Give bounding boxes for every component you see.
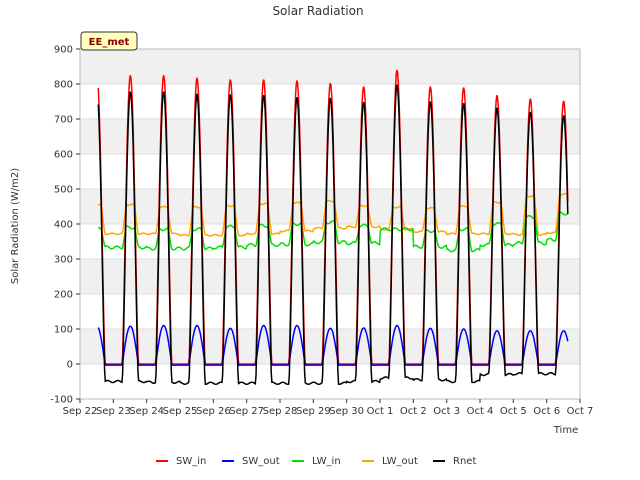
series-layer	[97, 69, 569, 386]
x-tick-label: Sep 25	[163, 406, 198, 417]
legend-item-lw-out: LW_out	[362, 456, 418, 467]
x-tick-label: Sep 29	[296, 406, 331, 417]
x-tick-label: Oct 1	[367, 406, 394, 417]
x-tick-label: Oct 6	[533, 406, 560, 417]
site-label: EE_met	[89, 37, 130, 48]
series-line-lw-in	[97, 211, 569, 253]
legend-item-sw-out: SW_out	[222, 456, 280, 467]
x-tick-label: Oct 7	[567, 406, 594, 417]
chart-title: Solar Radiation	[272, 4, 363, 18]
y-axis-title: Solar Radiation (W/m2)	[10, 168, 21, 284]
legend-label: LW_out	[382, 456, 418, 467]
y-tick-label: 700	[54, 115, 73, 126]
y-tick-label: -100	[50, 395, 73, 406]
x-tick-label: Sep 23	[96, 406, 131, 417]
x-tick-label: Oct 3	[433, 406, 460, 417]
y-tick-label: 0	[67, 360, 73, 371]
legend-label: SW_in	[176, 456, 206, 467]
legend-item-lw-in: LW_in	[292, 456, 341, 467]
site-label-box: EE_met	[80, 31, 138, 51]
grid-band	[80, 259, 580, 294]
grid-band	[80, 49, 580, 84]
grid-band	[80, 119, 580, 154]
series-line-lw-out	[98, 192, 569, 237]
grid-band	[80, 189, 580, 224]
y-tick-label: 200	[54, 290, 73, 301]
x-axis-title: Time	[553, 425, 578, 436]
y-tick-label: 300	[54, 255, 73, 266]
series-line-rnet	[97, 84, 569, 386]
x-tick-label: Oct 2	[400, 406, 427, 417]
legend-item-sw-in: SW_in	[156, 456, 206, 467]
x-tick-label: Sep 27	[229, 406, 264, 417]
y-tick-label: 900	[54, 45, 73, 56]
grid-band	[80, 329, 580, 364]
x-tick-label: Sep 22	[63, 406, 98, 417]
legend-item-rnet: Rnet	[433, 456, 476, 467]
y-tick-label: 400	[54, 220, 73, 231]
x-tick-label: Sep 28	[263, 406, 298, 417]
legend: SW_in SW_out LW_in LW_out Rnet	[156, 456, 476, 467]
x-tick-label: Sep 24	[129, 406, 164, 417]
y-tick-label: 500	[54, 185, 73, 196]
legend-label: SW_out	[242, 456, 280, 467]
x-tick-label: Sep 30	[329, 406, 364, 417]
x-tick-label: Sep 26	[196, 406, 231, 417]
legend-label: LW_in	[312, 456, 341, 467]
y-tick-label: 100	[54, 325, 73, 336]
y-tick-label: 600	[54, 150, 73, 161]
legend-label: Rnet	[453, 456, 476, 467]
x-tick-label: Oct 5	[500, 406, 527, 417]
y-tick-label: 800	[54, 80, 73, 91]
x-tick-label: Oct 4	[467, 406, 494, 417]
